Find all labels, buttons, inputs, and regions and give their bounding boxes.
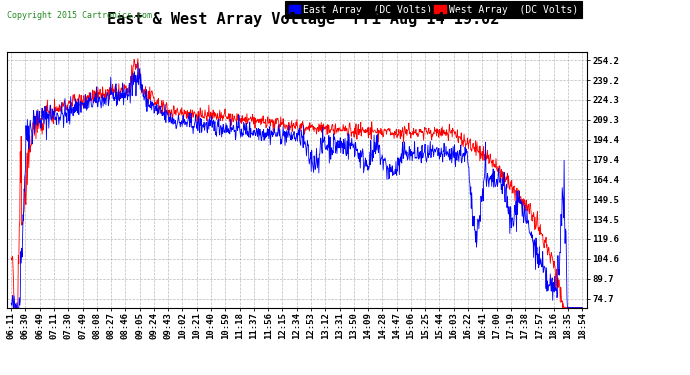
Text: Copyright 2015 Cartronics.com: Copyright 2015 Cartronics.com [7,11,152,20]
Text: East & West Array Voltage  Fri Aug 14 19:02: East & West Array Voltage Fri Aug 14 19:… [108,11,500,27]
Legend: East Array  (DC Volts), West Array  (DC Volts): East Array (DC Volts), West Array (DC Vo… [285,1,582,18]
